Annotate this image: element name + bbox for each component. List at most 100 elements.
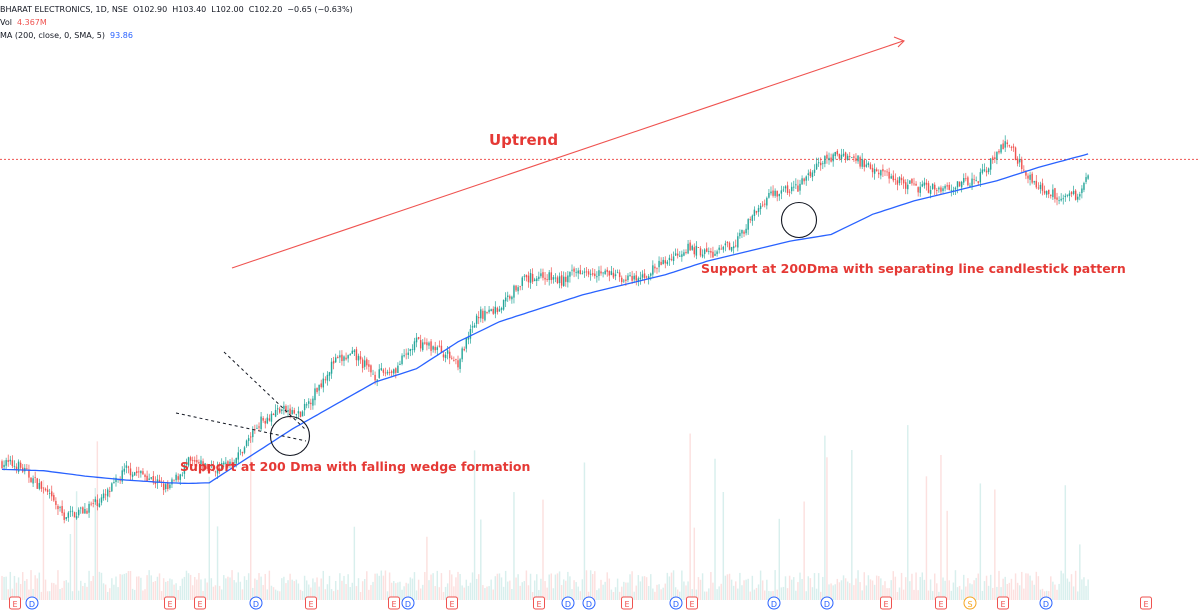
- volume-bar: [965, 586, 967, 600]
- event-marker-e-icon[interactable]: E: [686, 596, 698, 610]
- support-circle-wedge[interactable]: [269, 415, 311, 457]
- candle-body: [697, 247, 700, 248]
- candle-body: [558, 276, 561, 284]
- candle-body: [691, 245, 693, 250]
- event-marker-e-icon[interactable]: E: [533, 596, 545, 610]
- candle-body: [714, 253, 716, 256]
- uptrend-annotation[interactable]: Uptrend: [489, 131, 559, 149]
- event-marker-d-icon[interactable]: D: [669, 596, 683, 610]
- candle-body: [747, 219, 749, 230]
- volume-bar: [846, 581, 849, 600]
- candle-body: [790, 186, 793, 192]
- volume-bar: [1029, 575, 1031, 600]
- legend-symbol[interactable]: BHARAT ELECTRONICS, 1D, NSE: [0, 5, 128, 14]
- volume-bar: [606, 572, 608, 600]
- event-marker-d-icon[interactable]: D: [561, 596, 575, 610]
- support-separating-annotation[interactable]: Support at 200Dma with separating line c…: [701, 261, 1126, 276]
- volume-bar: [967, 578, 969, 600]
- candle-body: [853, 156, 855, 158]
- volume-bar: [764, 590, 766, 600]
- event-marker-d-icon[interactable]: D: [1039, 596, 1053, 610]
- volume-bar: [204, 578, 206, 600]
- volume-bar: [786, 588, 789, 600]
- volume-bar: [465, 579, 468, 600]
- candle-body: [979, 172, 982, 183]
- candle-body: [1037, 187, 1040, 189]
- volume-bar: [739, 572, 741, 600]
- event-marker-d-icon[interactable]: D: [401, 596, 415, 610]
- event-marker-e-icon[interactable]: E: [446, 596, 458, 610]
- legend-volume-label: Vol: [0, 18, 12, 27]
- event-marker-e-icon[interactable]: E: [997, 596, 1009, 610]
- volume-bar: [409, 577, 412, 600]
- candle-body: [898, 177, 901, 184]
- legend-symbol-row: BHARAT ELECTRONICS, 1D, NSE O102.90 H103.4…: [0, 3, 353, 16]
- volume-bar: [247, 573, 250, 600]
- volume-bar: [902, 589, 905, 600]
- volume-bar: [931, 591, 934, 600]
- event-marker-s-icon[interactable]: S: [963, 596, 977, 610]
- event-marker-e-icon[interactable]: E: [305, 596, 317, 610]
- candle-body: [451, 357, 453, 359]
- wedge-upper-line[interactable]: [223, 351, 307, 431]
- candle-body: [231, 462, 233, 464]
- legend-volume-row[interactable]: Vol 4.367M: [0, 16, 353, 29]
- volume-bar: [1033, 584, 1035, 600]
- volume-bar: [297, 583, 300, 600]
- candle-body: [216, 466, 219, 474]
- volume-bar: [645, 577, 648, 600]
- volume-bar: [202, 590, 204, 600]
- event-marker-e-icon[interactable]: E: [1140, 596, 1152, 610]
- event-marker-d-icon[interactable]: D: [767, 596, 781, 610]
- legend-ma-row[interactable]: MA (200, close, 0, SMA, 5) 93.86: [0, 29, 353, 42]
- volume-bar: [712, 582, 714, 600]
- candle-body: [463, 348, 465, 351]
- candle-body: [376, 379, 378, 381]
- candle-body: [950, 189, 953, 191]
- event-marker-e-icon[interactable]: E: [621, 596, 633, 610]
- candle-body: [625, 279, 627, 281]
- candle-body: [672, 256, 675, 262]
- event-marker-e-icon[interactable]: E: [9, 596, 21, 610]
- volume-bar: [397, 582, 399, 600]
- support-circle-separating[interactable]: [780, 201, 818, 239]
- volume-bar: [643, 576, 646, 600]
- volume-bar: [376, 573, 378, 600]
- volume-bar: [1021, 571, 1023, 600]
- volume-bar: [592, 574, 594, 600]
- candle-body: [225, 462, 227, 464]
- event-marker-e-icon[interactable]: E: [164, 596, 176, 610]
- candle-body: [803, 178, 805, 182]
- volume-bar: [131, 588, 134, 600]
- candle-body: [573, 268, 575, 272]
- volume-bar: [1008, 582, 1011, 600]
- candle-body: [1079, 194, 1081, 197]
- candle-body: [9, 459, 12, 462]
- volume-bar: [519, 585, 521, 600]
- volume-bar: [94, 488, 96, 600]
- candle-body: [683, 252, 685, 256]
- volume-bar: [969, 583, 971, 600]
- uptrend-arrow-line[interactable]: [231, 40, 904, 269]
- support-wedge-annotation[interactable]: Support at 200 Dma with falling wedge fo…: [180, 459, 531, 474]
- volume-bar: [621, 586, 623, 600]
- wedge-lower-line[interactable]: [175, 412, 307, 442]
- event-marker-label: E: [1143, 600, 1148, 609]
- event-marker-e-icon[interactable]: E: [880, 596, 892, 610]
- event-marker-e-icon[interactable]: E: [935, 596, 947, 610]
- volume-bar: [942, 577, 944, 600]
- candle-body: [154, 481, 157, 485]
- event-marker-e-icon[interactable]: E: [194, 596, 206, 610]
- event-marker-d-icon[interactable]: D: [820, 596, 834, 610]
- candle-body: [314, 388, 316, 401]
- event-marker-d-icon[interactable]: D: [249, 596, 263, 610]
- candle-body: [496, 307, 499, 313]
- event-marker-e-icon[interactable]: E: [388, 596, 400, 610]
- candle-body: [326, 374, 329, 381]
- event-marker-d-icon[interactable]: D: [582, 596, 596, 610]
- volume-bar: [946, 510, 948, 600]
- volume-bar: [824, 435, 826, 600]
- volume-bar: [691, 589, 693, 600]
- event-marker-d-icon[interactable]: D: [25, 596, 39, 610]
